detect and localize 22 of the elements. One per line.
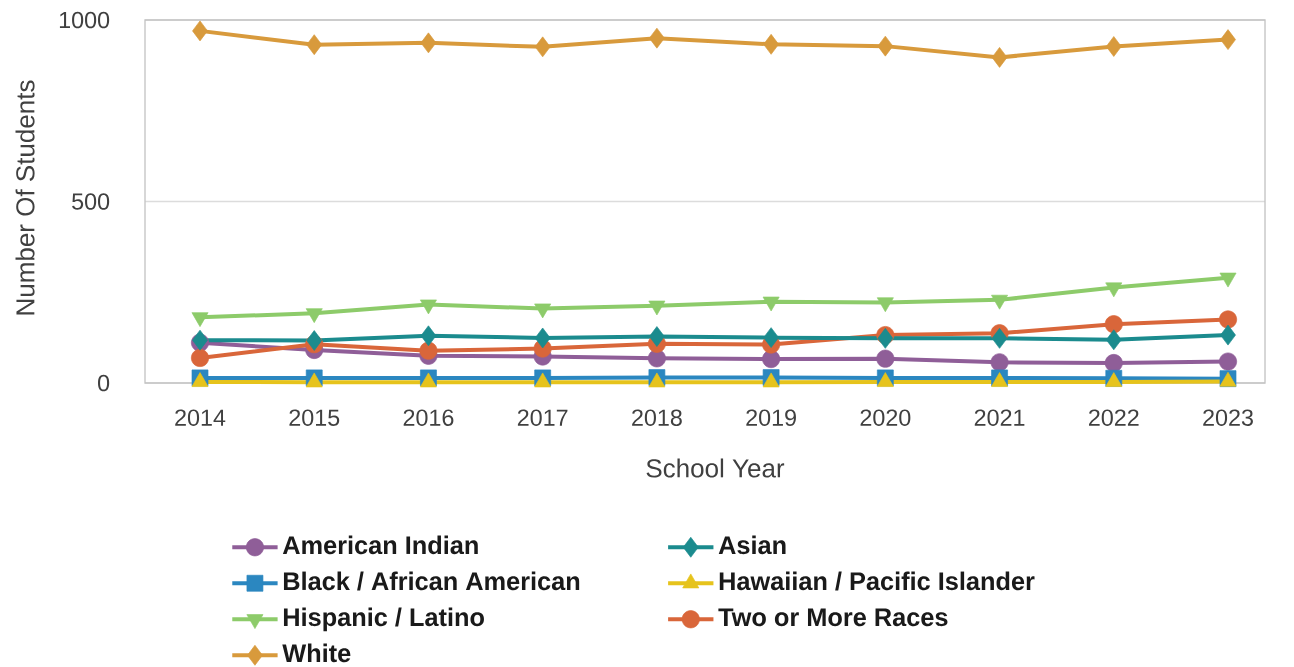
legend-label: American Indian — [282, 535, 478, 555]
legend-label: Black / African American — [283, 571, 580, 591]
x-tick-label: 2021 — [974, 409, 1025, 426]
x-tick-label: 2020 — [860, 409, 911, 426]
y-tick-label: 500 — [72, 193, 110, 210]
x-tick-label: 2017 — [517, 409, 568, 426]
x-tick-label: 2023 — [1203, 409, 1253, 426]
x-tick-label: 2015 — [289, 409, 340, 426]
y-tick-label: 1000 — [59, 11, 110, 29]
legend-label: White — [282, 643, 351, 663]
x-tick-label: 2019 — [746, 409, 796, 426]
x-tick-label: 2016 — [403, 409, 454, 426]
y-tick-label: 0 — [98, 374, 110, 392]
y-axis-title: Number Of Students — [15, 80, 35, 315]
x-axis-title: School Year — [646, 458, 785, 478]
legend-label: Two or More Races — [718, 608, 948, 627]
legend-label: Hispanic / Latino — [283, 607, 484, 632]
legend-label: Asian — [718, 535, 786, 555]
x-tick-label: 2014 — [175, 409, 226, 426]
legend-label: Hawaiian / Pacific Islander — [719, 571, 1035, 591]
x-tick-label: 2018 — [632, 409, 682, 426]
x-tick-label: 2022 — [1089, 409, 1139, 426]
